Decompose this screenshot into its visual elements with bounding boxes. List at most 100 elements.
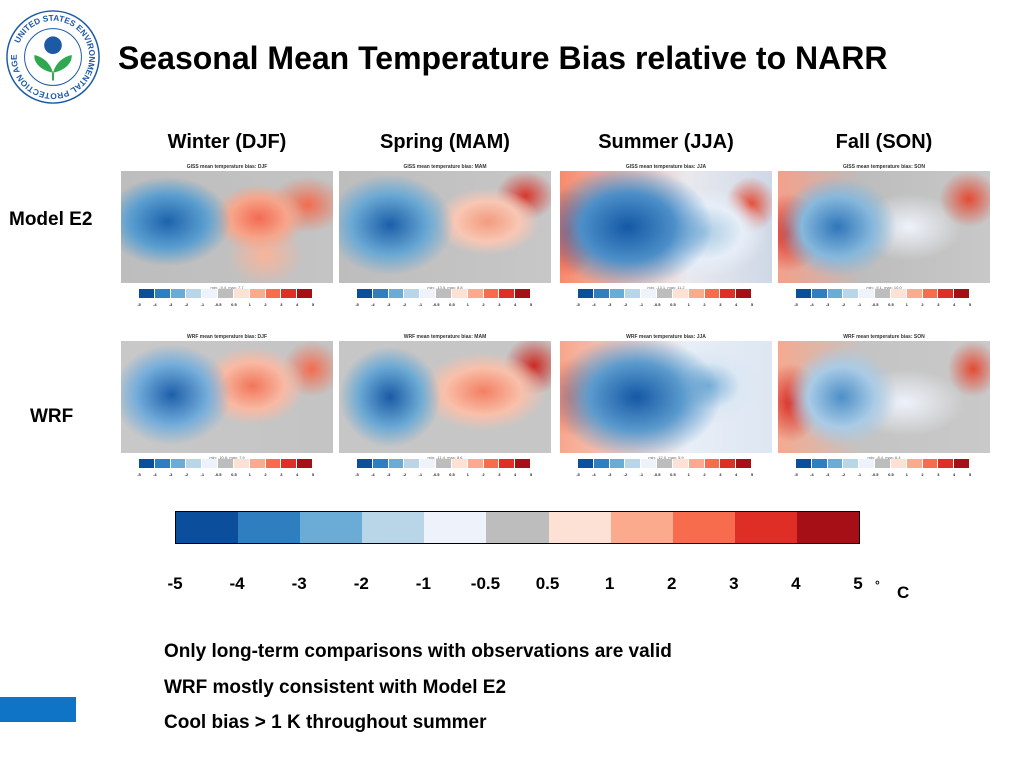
map-colorbar-swatch	[796, 289, 812, 298]
colorbar-tick: -3	[291, 574, 307, 593]
map-colorbar-swatch	[890, 459, 907, 468]
map-panel-title: GISS mean temperature bias: SON	[843, 164, 925, 170]
map-colorbar-swatch	[404, 459, 421, 468]
map-colorbar-swatch	[139, 459, 155, 468]
map-colorbar-tick: 0.5	[231, 472, 237, 477]
map-colorbar-swatch	[593, 289, 610, 298]
season-header-spring: Spring (MAM)	[380, 131, 510, 153]
map-colorbar	[357, 289, 531, 298]
map-colorbar-swatch	[451, 289, 468, 298]
map-colorbar-tick: 3	[719, 472, 722, 477]
map-colorbar-swatch	[811, 459, 828, 468]
map-colorbar-tick: -4	[371, 472, 375, 477]
map-colorbar-tick: -2	[184, 472, 189, 477]
map-colorbar-swatch	[736, 459, 752, 468]
map-colorbar-ticks: -5 -4 -3 -2 -1 -0.5 0.5 1 2 3 4 5	[136, 302, 316, 310]
map-colorbar-tick: 3	[280, 472, 283, 477]
map-colorbar-tick: -0.5	[871, 302, 879, 307]
map-colorbar-tick: 3	[280, 302, 283, 307]
epa-logo: UNITED STATES ENVIRONMENTAL PROTECTION A…	[4, 8, 100, 104]
map-colorbar-tick: 4	[953, 302, 956, 307]
map-colorbar-swatch	[593, 459, 610, 468]
map-colorbar-swatch	[641, 289, 658, 298]
map-colorbar-tick: -1	[639, 472, 644, 477]
page-title: Seasonal Mean Temperature Bias relative …	[118, 40, 888, 76]
us-temperature-bias-map	[560, 341, 772, 453]
map-colorbar-tick: 5	[311, 472, 315, 477]
colorbar-tick: 1	[604, 574, 615, 593]
map-colorbar-swatch	[704, 289, 721, 298]
map-colorbar-swatch	[609, 459, 626, 468]
map-colorbar-swatch	[827, 289, 844, 298]
map-colorbar-swatch	[720, 289, 737, 298]
map-colorbar-tick: 3	[498, 472, 501, 477]
bullet-2: WRF mostly consistent with Model E2	[164, 677, 507, 698]
map-colorbar-swatch	[875, 459, 891, 468]
map-colorbar-swatch	[154, 459, 171, 468]
map-colorbar-tick: -5	[355, 302, 359, 307]
map-colorbar-tick: 2	[703, 472, 706, 477]
map-colorbar-tick: 4	[735, 302, 738, 307]
map-colorbar-swatch	[372, 289, 389, 298]
accent-bar	[0, 697, 76, 722]
colorbar-tick-labels: -5 -4 -3 -2 -1 -0.5 0.5 1 2 3 4 5	[0, 574, 1024, 600]
map-colorbar-swatch	[672, 289, 689, 298]
map-colorbar-swatch	[625, 459, 642, 468]
map-colorbar-swatch	[436, 289, 452, 298]
colorbar-swatch	[300, 512, 363, 543]
map-colorbar-ticks: -5 -4 -3 -2 -1 -0.5 0.5 1 2 3 4 5	[575, 472, 755, 480]
map-colorbar-tick: 1	[466, 302, 469, 307]
map-colorbar-swatch	[233, 459, 250, 468]
map-colorbar-swatch	[218, 289, 234, 298]
map-colorbar-tick: 1	[687, 302, 690, 307]
colorbar-swatch	[672, 512, 735, 543]
map-colorbar-swatch	[297, 289, 313, 298]
map-colorbar-swatch	[954, 459, 970, 468]
map-colorbar-tick: 4	[514, 302, 517, 307]
map-colorbar-tick: -4	[810, 302, 814, 307]
map-colorbar-swatch	[483, 459, 500, 468]
map-colorbar-swatch	[922, 459, 939, 468]
map-colorbar-swatch	[372, 459, 389, 468]
map-colorbar-swatch	[249, 289, 266, 298]
map-colorbar-swatch	[688, 289, 705, 298]
map-colorbar-swatch	[388, 289, 405, 298]
map-colorbar-swatch	[578, 289, 594, 298]
us-temperature-bias-map	[778, 171, 990, 283]
map-colorbar-swatch	[467, 459, 484, 468]
map-colorbar-tick: -3	[825, 472, 830, 477]
map-colorbar-swatch	[704, 459, 721, 468]
map-colorbar-swatch	[657, 289, 673, 298]
colorbar-swatch	[548, 512, 611, 543]
map-colorbar-swatch	[922, 289, 939, 298]
map-colorbar-tick: -1	[200, 472, 205, 477]
map-colorbar-tick: 1	[905, 472, 908, 477]
map-colorbar	[139, 459, 313, 468]
map-colorbar-tick: -2	[841, 472, 846, 477]
map-min-max: min: -9.4, max: 7.7	[210, 285, 244, 290]
map-colorbar-tick: -4	[153, 472, 157, 477]
colorbar-tick: -2	[353, 574, 369, 593]
map-colorbar-tick: -1	[857, 472, 862, 477]
map-colorbar-swatch	[170, 459, 187, 468]
map-colorbar-swatch	[170, 289, 187, 298]
map-colorbar-tick: -1	[857, 302, 862, 307]
bias-map-panel: WRF mean temperature bias: JJA min: -12.0…	[558, 333, 774, 485]
map-colorbar-swatch	[233, 289, 250, 298]
map-colorbar-tick: -4	[153, 302, 157, 307]
map-colorbar-tick: 1	[905, 302, 908, 307]
map-min-max: min: -12.0, max: 5.9	[648, 455, 684, 460]
map-colorbar-tick: 0.5	[449, 302, 455, 307]
map-colorbar-ticks: -5 -4 -3 -2 -1 -0.5 0.5 1 2 3 4 5	[793, 302, 973, 310]
map-colorbar-tick: 1	[687, 472, 690, 477]
colorbar-swatch	[362, 512, 425, 543]
temperature-bias-colorbar	[175, 511, 860, 544]
row-label-wrf: WRF	[30, 406, 74, 427]
bias-map-panel: WRF mean temperature bias: SON min: -8.4,…	[776, 333, 992, 485]
map-colorbar-swatch	[436, 459, 452, 468]
bias-map-panel: WRF mean temperature bias: MAM min: -11.4…	[337, 333, 553, 485]
map-colorbar-tick: -5	[576, 302, 580, 307]
map-colorbar-swatch	[249, 459, 266, 468]
map-colorbar-tick: 0.5	[888, 472, 894, 477]
map-colorbar-tick: 4	[296, 472, 299, 477]
